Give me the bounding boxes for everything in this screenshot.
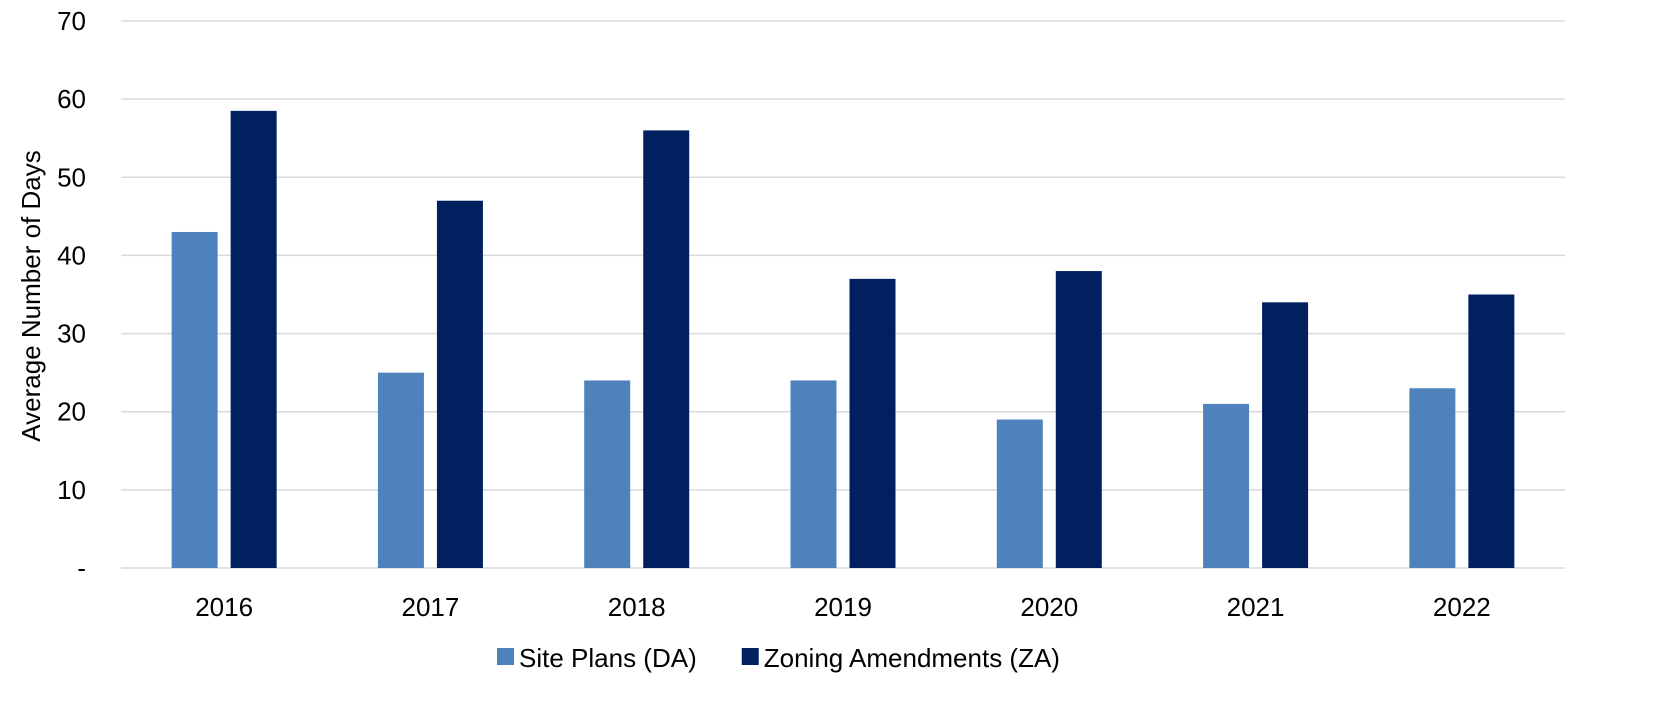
bar-zoning-amendments-za-2020: [1055, 271, 1102, 568]
bar-site-plans-da-2019: [790, 380, 837, 568]
x-tick-label: 2018: [608, 592, 666, 622]
y-tick-label: 30: [57, 319, 86, 349]
x-tick-label: 2016: [195, 592, 253, 622]
bar-zoning-amendments-za-2021: [1262, 302, 1309, 568]
bar-site-plans-da-2020: [996, 419, 1043, 568]
y-axis-title: Average Number of Days: [16, 150, 46, 441]
y-tick-label: 40: [57, 240, 86, 270]
y-tick-label: 50: [57, 162, 86, 192]
x-tick-label: 2017: [402, 592, 460, 622]
bar-site-plans-da-2016: [171, 231, 218, 568]
y-tick-label: 10: [57, 475, 86, 505]
bar-zoning-amendments-za-2019: [849, 278, 896, 568]
bar-zoning-amendments-za-2018: [643, 130, 690, 568]
x-tick-label: 2022: [1433, 592, 1491, 622]
y-tick-label: -: [77, 553, 86, 583]
bars: [171, 110, 1515, 568]
bar-site-plans-da-2022: [1409, 388, 1456, 568]
legend-swatch: [497, 648, 514, 665]
y-tick-label: 70: [57, 6, 86, 36]
bar-site-plans-da-2018: [584, 380, 631, 568]
bar-zoning-amendments-za-2022: [1468, 294, 1515, 568]
legend: Site Plans (DA) Zoning Amendments (ZA): [497, 643, 1060, 673]
legend-swatch: [741, 648, 759, 665]
y-axis-ticks: - 10 20 30 40 50 60 70: [57, 6, 86, 583]
x-tick-label: 2021: [1227, 592, 1285, 622]
bar-zoning-amendments-za-2017: [436, 200, 483, 568]
legend-label: Zoning Amendments (ZA): [764, 643, 1060, 673]
y-tick-label: 60: [57, 84, 86, 114]
x-axis-ticks: 2016 2017 2018 2019 2020 2021 2022: [195, 592, 1491, 622]
gridlines: [121, 20, 1565, 569]
x-tick-label: 2020: [1020, 592, 1078, 622]
bar-site-plans-da-2021: [1203, 403, 1250, 568]
legend-label: Site Plans (DA): [519, 643, 697, 673]
y-tick-label: 20: [57, 397, 86, 427]
x-tick-label: 2019: [814, 592, 872, 622]
bar-site-plans-da-2017: [377, 372, 424, 568]
bar-zoning-amendments-za-2016: [230, 110, 277, 568]
